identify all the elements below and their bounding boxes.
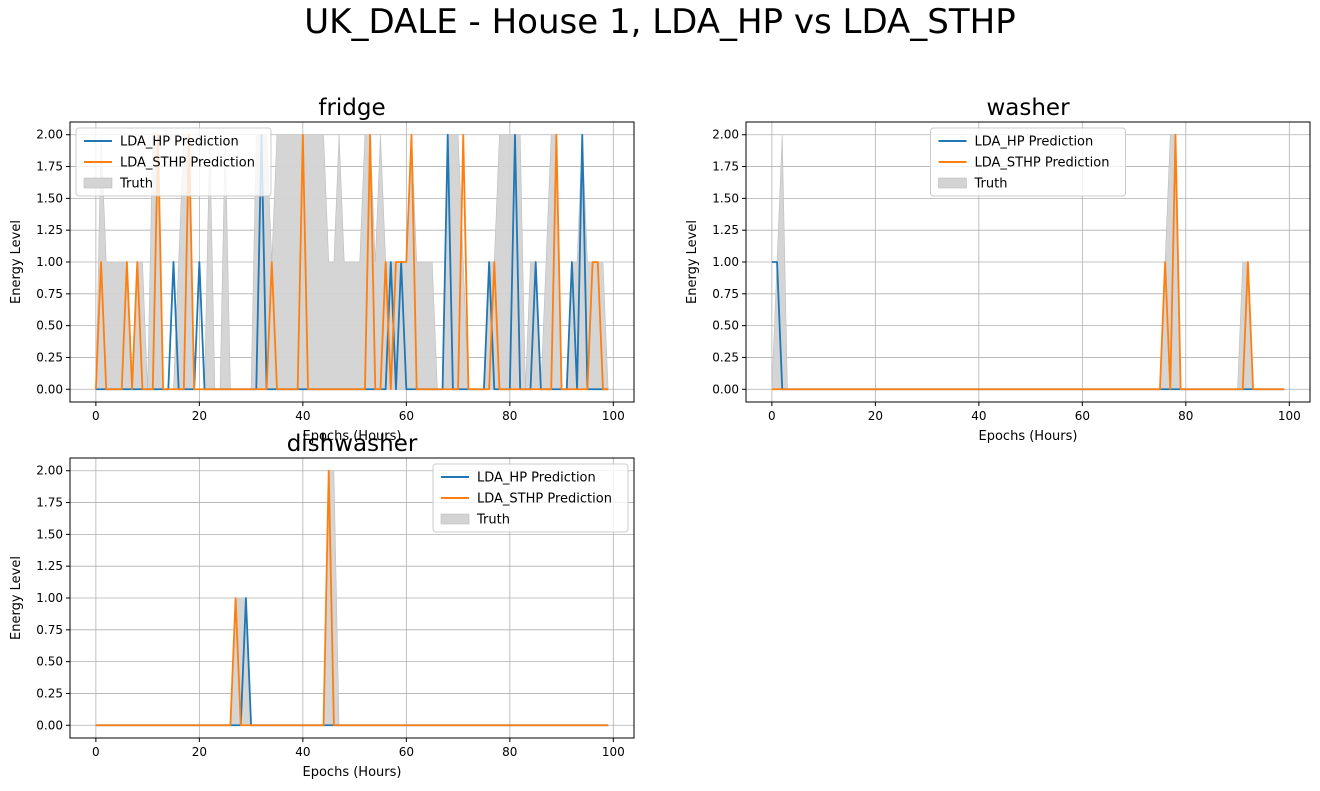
x-tick-label: 100	[602, 745, 625, 759]
y-tick-label: 0.75	[36, 623, 63, 637]
subplot-fridge: 0 20 40 60 80 100 0.00 0.25 0.50 0.75 1.00 1.25 1.50…	[9, 95, 635, 444]
x-tick-label: 20	[192, 745, 207, 759]
x-tick-label: 40	[971, 409, 986, 423]
y-tick-label: 1.75	[712, 160, 739, 174]
legend: LDA_HP Prediction LDA_STHP Prediction Trut…	[432, 463, 629, 533]
x-tick-label: 60	[399, 745, 414, 759]
legend-label: Truth	[476, 513, 510, 528]
y-tick-label: 1.75	[36, 160, 63, 174]
legend: LDA_HP Prediction LDA_STHP Prediction Trut…	[75, 127, 272, 197]
x-tick-label: 80	[1178, 409, 1193, 423]
y-tick-label: 0.00	[36, 382, 63, 396]
y-tick-label: 0.75	[36, 287, 63, 301]
y-tick-label: 1.00	[36, 255, 63, 269]
y-tick-label: 0.50	[712, 319, 739, 333]
y-tick-label: 0.25	[36, 350, 63, 364]
series-lda-sthp-line	[94, 133, 609, 391]
x-tick-label: 0	[92, 745, 100, 759]
x-axis-label: Epochs (Hours)	[303, 765, 402, 780]
x-tick-label: 20	[868, 409, 883, 423]
figure-title: UK_DALE - House 1, LDA_HP vs LDA_STHP	[304, 2, 1016, 42]
legend-swatch-truth	[83, 177, 113, 189]
x-tick-label: 80	[502, 409, 517, 423]
x-tick-label: 60	[1075, 409, 1090, 423]
x-tick-label: 20	[192, 409, 207, 423]
legend-box	[75, 127, 272, 197]
y-tick-label: 1.50	[36, 191, 63, 205]
x-tick-label: 80	[502, 745, 517, 759]
y-tick-label: 0.25	[712, 350, 739, 364]
legend-swatch-truth	[440, 513, 470, 525]
y-tick-label: 1.50	[712, 191, 739, 205]
y-tick-label: 0.00	[36, 718, 63, 732]
legend-box	[930, 127, 1126, 197]
x-tick-label: 40	[295, 409, 310, 423]
y-tick-label: 1.00	[36, 591, 63, 605]
series-lda-sthp-line	[771, 133, 1285, 391]
legend-label: LDA_HP Prediction	[120, 135, 239, 150]
subplot-dishwasher: 0 20 40 60 80 100 0.00 0.25 0.50 0.75 1.00 1.25 1.50…	[9, 431, 635, 780]
subplot-title: fridge	[318, 95, 385, 121]
y-axis-label: Energy Level	[685, 220, 700, 304]
x-tick-label: 100	[602, 409, 625, 423]
subplot-title: washer	[986, 95, 1070, 121]
legend-swatch-truth	[938, 177, 967, 189]
x-axis-label: Epochs (Hours)	[303, 429, 402, 444]
legend-label: Truth	[119, 177, 153, 192]
x-tick-label: 40	[295, 745, 310, 759]
legend-label: Truth	[974, 177, 1008, 192]
x-tick-label: 0	[92, 409, 100, 423]
x-tick-label: 60	[399, 409, 414, 423]
y-tick-label: 0.25	[36, 686, 63, 700]
subplot-title: dishwasher	[287, 431, 418, 457]
y-tick-label: 2.00	[36, 464, 63, 478]
y-tick-label: 0.00	[712, 382, 739, 396]
y-tick-label: 0.75	[712, 287, 739, 301]
y-tick-label: 0.50	[36, 319, 63, 333]
y-tick-label: 2.00	[712, 128, 739, 142]
legend-label: LDA_HP Prediction	[975, 135, 1094, 150]
series-lda-sthp-line	[95, 469, 609, 727]
y-tick-label: 1.00	[712, 255, 739, 269]
y-tick-label: 2.00	[36, 128, 63, 142]
y-tick-label: 1.25	[36, 223, 63, 237]
y-tick-label: 1.25	[36, 559, 63, 573]
y-tick-label: 1.25	[712, 223, 739, 237]
legend-label: LDA_HP Prediction	[477, 471, 596, 486]
legend-label: LDA_STHP Prediction	[477, 492, 612, 507]
legend-label: LDA_STHP Prediction	[120, 156, 255, 171]
y-tick-label: 1.75	[36, 496, 63, 510]
x-axis-label: Epochs (Hours)	[979, 429, 1078, 444]
subplot-washer: 0 20 40 60 80 100 0.00 0.25 0.50 0.75 1.00 1.25 1.50…	[685, 95, 1311, 444]
y-axis-label: Energy Level	[9, 220, 24, 304]
legend: LDA_HP Prediction LDA_STHP Prediction Trut…	[930, 127, 1126, 197]
x-tick-label: 0	[768, 409, 776, 423]
legend-box	[432, 463, 629, 533]
y-tick-label: 1.50	[36, 527, 63, 541]
legend-label: LDA_STHP Prediction	[975, 156, 1110, 171]
y-tick-label: 0.50	[36, 655, 63, 669]
y-axis-label: Energy Level	[9, 556, 24, 640]
x-tick-label: 100	[1278, 409, 1301, 423]
